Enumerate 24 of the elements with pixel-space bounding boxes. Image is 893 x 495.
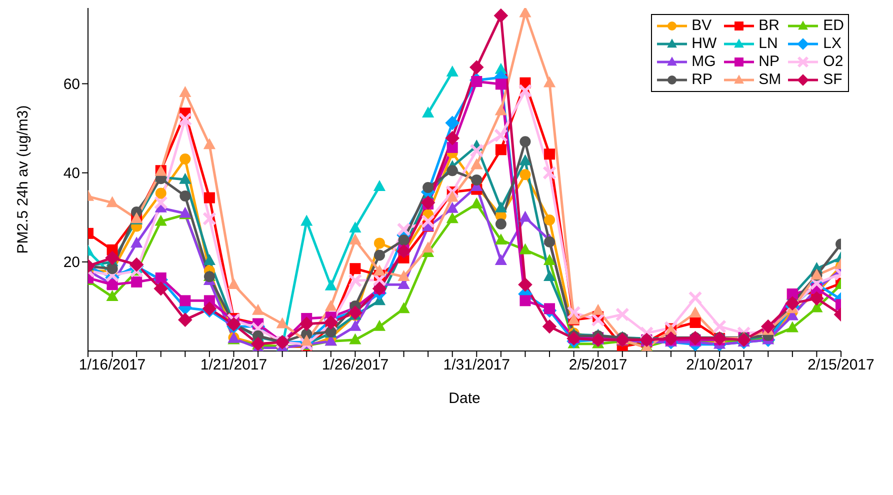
legend-label: ED bbox=[823, 17, 844, 35]
x-tick-label: 1/21/2017 bbox=[200, 356, 268, 374]
legend-label: O2 bbox=[823, 53, 844, 71]
legend-label: BV bbox=[692, 17, 712, 35]
y-axis-title: PM2.5 24h av (ug/m3) bbox=[14, 105, 32, 254]
legend-label: SF bbox=[823, 71, 842, 89]
legend-label: NP bbox=[758, 53, 780, 71]
legend-label: LX bbox=[823, 35, 842, 53]
y-tick-label: 60 bbox=[63, 76, 80, 94]
y-tick-label: 20 bbox=[63, 254, 80, 272]
x-axis-title: Date bbox=[448, 390, 480, 407]
legend-label: HW bbox=[692, 35, 717, 53]
x-tick-label: 2/10/2017 bbox=[686, 356, 753, 374]
x-tick-label: 1/31/2017 bbox=[443, 356, 510, 374]
y-tick-label: 40 bbox=[63, 165, 80, 182]
x-tick-label: 2/5/2017 bbox=[568, 356, 628, 374]
legend-label: MG bbox=[692, 53, 716, 71]
legend-label: BR bbox=[758, 17, 780, 35]
x-tick-label: 1/26/2017 bbox=[322, 356, 389, 374]
legend-label: LN bbox=[758, 35, 778, 53]
x-tick-label: 1/16/2017 bbox=[78, 356, 146, 374]
x-tick-label: 2/15/2017 bbox=[808, 356, 874, 374]
legend-label: RP bbox=[692, 71, 712, 89]
legend-label: SM bbox=[758, 71, 782, 89]
